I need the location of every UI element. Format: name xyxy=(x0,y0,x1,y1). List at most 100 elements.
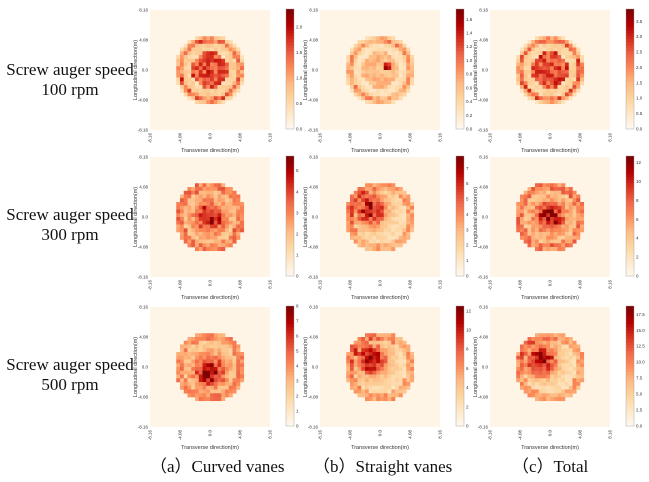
heatmap-cell xyxy=(221,92,226,97)
heatmap-cell xyxy=(410,359,415,364)
heatmap-cell xyxy=(557,359,562,364)
colorbar-segment xyxy=(456,231,464,235)
heatmap-cell xyxy=(206,73,211,78)
heatmap-cell xyxy=(240,217,245,222)
heatmap-cell xyxy=(542,88,547,93)
heatmap-cell xyxy=(398,232,403,237)
heatmap-cell xyxy=(542,393,547,398)
heatmap-cell xyxy=(365,243,370,248)
heatmap-cell xyxy=(183,239,188,244)
heatmap-cell xyxy=(353,88,358,93)
heatmap-cell xyxy=(213,352,218,357)
heatmap-cell xyxy=(561,92,566,97)
heatmap-cell xyxy=(198,58,203,63)
colorbar-segment xyxy=(626,63,634,67)
heatmap-cell xyxy=(232,239,237,244)
heatmap-cell xyxy=(202,198,207,203)
heatmap-cell xyxy=(202,217,207,222)
colorbar-segment xyxy=(286,51,294,55)
y-tick-label: 4.08 xyxy=(139,38,148,43)
heatmap-cell xyxy=(527,393,532,398)
heatmap-cell xyxy=(225,385,230,390)
heatmap-cell xyxy=(406,85,411,90)
colorbar-segment xyxy=(456,117,464,121)
heatmap-cell xyxy=(365,359,370,364)
heatmap-cell xyxy=(398,224,403,229)
heatmap-cell xyxy=(213,355,218,360)
heatmap-cell xyxy=(406,217,411,222)
colorbar-segment xyxy=(286,246,294,250)
heatmap-cell xyxy=(236,85,241,90)
heatmap-cell xyxy=(202,51,207,56)
heatmap-cell xyxy=(402,209,407,214)
heatmap-cell xyxy=(553,198,558,203)
heatmap-cell xyxy=(206,194,211,199)
colorbar-segment xyxy=(626,54,634,58)
heatmap-cell xyxy=(561,224,566,229)
colorbar-tick-label: 0.5 xyxy=(636,111,643,116)
heatmap-cell xyxy=(535,374,540,379)
heatmap-cell xyxy=(516,359,521,364)
heatmap-cell xyxy=(202,235,207,240)
heatmap-cell xyxy=(391,382,396,387)
heatmap-cell xyxy=(410,66,415,71)
heatmap-cell xyxy=(550,370,555,375)
heatmap-cell xyxy=(391,209,396,214)
colorbar-segment xyxy=(626,66,634,70)
heatmap-cell xyxy=(520,374,525,379)
heatmap-cell xyxy=(187,232,192,237)
heatmap-cell xyxy=(187,66,192,71)
heatmap-cell xyxy=(572,58,577,63)
heatmap-cell xyxy=(383,397,388,402)
heatmap-cell xyxy=(568,228,573,233)
heatmap-cell xyxy=(531,202,536,207)
heatmap-cell xyxy=(395,367,400,372)
heatmap-cell xyxy=(191,70,196,75)
y-tick-label: 4.08 xyxy=(309,38,318,43)
heatmap-cell xyxy=(187,62,192,67)
heatmap-cell xyxy=(195,217,200,222)
heatmap-cell xyxy=(198,51,203,56)
heatmap-cell xyxy=(538,205,543,210)
heatmap-cell xyxy=(391,51,396,56)
colorbar-segment xyxy=(286,411,294,415)
heatmap-cell xyxy=(183,73,188,78)
heatmap-cell xyxy=(402,70,407,75)
heatmap-cell xyxy=(391,355,396,360)
heatmap-cell xyxy=(531,235,536,240)
colorbar-tick-label: 0.8 xyxy=(466,72,473,77)
colorbar-segment xyxy=(456,222,464,226)
heatmap-cell xyxy=(198,344,203,349)
colorbar-tick-label: 0.2 xyxy=(466,113,473,118)
heatmap-cell xyxy=(538,370,543,375)
heatmap-cell xyxy=(361,70,366,75)
heatmap-cell xyxy=(531,81,536,86)
y-axis-label: Longitudinal direction(m) xyxy=(133,187,139,247)
y-tick-label: 8.16 xyxy=(309,305,318,310)
heatmap-cell xyxy=(568,232,573,237)
heatmap-cell xyxy=(236,370,241,375)
heatmap-cell xyxy=(376,355,381,360)
heatmap-cell xyxy=(523,85,528,90)
heatmap-cell xyxy=(210,359,215,364)
heatmap-cell xyxy=(183,217,188,222)
heatmap-cell xyxy=(553,58,558,63)
heatmap-cell xyxy=(198,73,203,78)
heatmap-cell xyxy=(402,66,407,71)
heatmap-cell xyxy=(357,228,362,233)
heatmap-cell xyxy=(398,217,403,222)
heatmap-cell xyxy=(357,55,362,60)
heatmap-cell xyxy=(195,239,200,244)
heatmap-cell xyxy=(387,198,392,203)
heatmap-cell xyxy=(542,40,547,45)
heatmap-cell xyxy=(206,363,211,368)
heatmap-cell xyxy=(195,232,200,237)
heatmap-cell xyxy=(535,224,540,229)
heatmap-cell xyxy=(240,205,245,210)
colorbar-segment xyxy=(286,123,294,127)
colorbar-segment xyxy=(286,408,294,412)
heatmap-cell xyxy=(398,337,403,342)
heatmap-cell xyxy=(406,378,411,383)
heatmap-cell xyxy=(361,374,366,379)
heatmap-cell xyxy=(542,47,547,52)
